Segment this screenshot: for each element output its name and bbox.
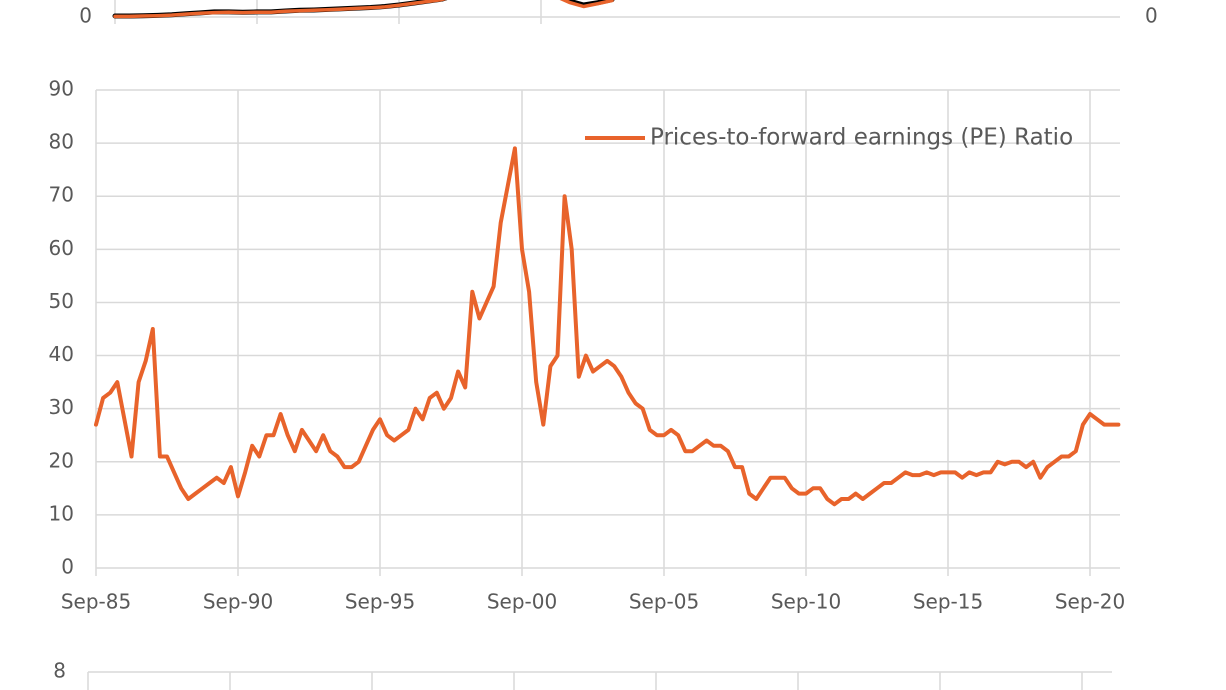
y-tick-label: 30 xyxy=(49,395,74,419)
y-tick-label: 70 xyxy=(49,183,74,207)
y-tick-label: 0 xyxy=(79,4,92,28)
legend-label: Prices-to-forward earnings (PE) Ratio xyxy=(650,125,1073,151)
y2-tick-label: 0 xyxy=(1145,4,1158,28)
x-tick-label: Sep-20 xyxy=(1055,590,1125,614)
x-tick-label: Sep-90 xyxy=(203,590,273,614)
x-tick-label: Sep-05 xyxy=(629,590,699,614)
y-tick-label: 60 xyxy=(49,236,74,260)
x-tick-label: Sep-10 xyxy=(771,590,841,614)
x-tick-label: Sep-95 xyxy=(345,590,415,614)
y-tick-label: 10 xyxy=(49,501,74,525)
data-line xyxy=(94,146,1121,507)
y-tick-label: 0 xyxy=(61,555,74,579)
data-line xyxy=(113,0,614,19)
y-tick-label: 80 xyxy=(49,130,74,154)
y-tick-label: 40 xyxy=(49,342,74,366)
y-tick-label: 90 xyxy=(49,77,74,101)
x-tick-label: Sep-00 xyxy=(487,590,557,614)
x-tick-label: Sep-85 xyxy=(61,590,131,614)
x-tick-label: Sep-15 xyxy=(913,590,983,614)
y-tick-label: 50 xyxy=(49,289,74,313)
y-tick-label: 20 xyxy=(49,448,74,472)
y-tick-label: 8 xyxy=(53,659,66,683)
